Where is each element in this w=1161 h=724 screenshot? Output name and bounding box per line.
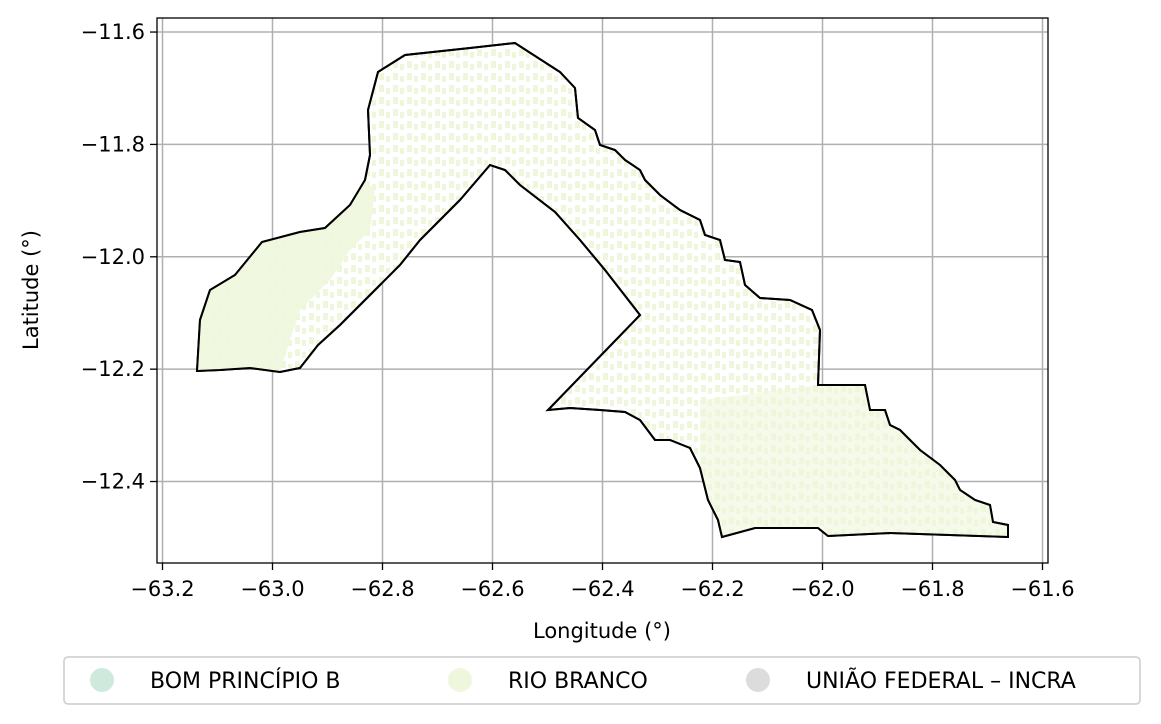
legend-item-3: UNIÃO FEDERAL – INCRA bbox=[746, 667, 1076, 694]
legend-label-2: RIO BRANCO bbox=[508, 669, 648, 694]
x-tick-label: −62.8 bbox=[350, 577, 414, 601]
x-tick-label: −61.8 bbox=[900, 577, 964, 601]
legend-label-1: BOM PRINCÍPIO B bbox=[150, 668, 341, 694]
y-axis-label: Latitude (°) bbox=[19, 230, 43, 350]
x-tick-label: −63.2 bbox=[130, 577, 194, 601]
y-tick-label: −12.2 bbox=[81, 357, 145, 381]
x-axis-ticks: −63.2 −63.0 −62.8 −62.6 −62.4 −62.2 −62.0 −61.8… bbox=[130, 563, 1075, 601]
legend-item-2: RIO BRANCO bbox=[448, 668, 648, 694]
region-fill-east bbox=[700, 385, 1008, 537]
x-tick-label: −62.0 bbox=[790, 577, 854, 601]
legend-label-3: UNIÃO FEDERAL – INCRA bbox=[806, 667, 1076, 694]
y-tick-label: −11.8 bbox=[81, 132, 145, 156]
legend-swatch-3 bbox=[746, 668, 770, 692]
x-tick-label: −63.0 bbox=[240, 577, 304, 601]
y-axis-ticks: −11.6 −11.8 −12.0 −12.2 −12.4 bbox=[81, 20, 157, 494]
y-tick-label: −12.0 bbox=[81, 245, 145, 269]
x-axis-label: Longitude (°) bbox=[533, 619, 671, 643]
y-tick-label: −12.4 bbox=[81, 470, 145, 494]
region-shape bbox=[195, 41, 1009, 539]
legend-item-1: BOM PRINCÍPIO B bbox=[90, 668, 341, 694]
x-tick-label: −62.6 bbox=[460, 577, 524, 601]
x-tick-label: −61.6 bbox=[1010, 577, 1074, 601]
y-tick-label: −11.6 bbox=[81, 20, 145, 44]
region-boundary bbox=[195, 41, 1009, 539]
region-fill-west bbox=[197, 180, 375, 372]
x-tick-label: −62.2 bbox=[680, 577, 744, 601]
x-tick-label: −62.4 bbox=[570, 577, 634, 601]
legend-frame bbox=[63, 656, 1141, 705]
legend: BOM PRINCÍPIO B RIO BRANCO UNIÃO FEDERAL… bbox=[63, 656, 1141, 705]
legend-swatch-1 bbox=[90, 668, 114, 692]
legend-swatch-2 bbox=[448, 668, 472, 692]
